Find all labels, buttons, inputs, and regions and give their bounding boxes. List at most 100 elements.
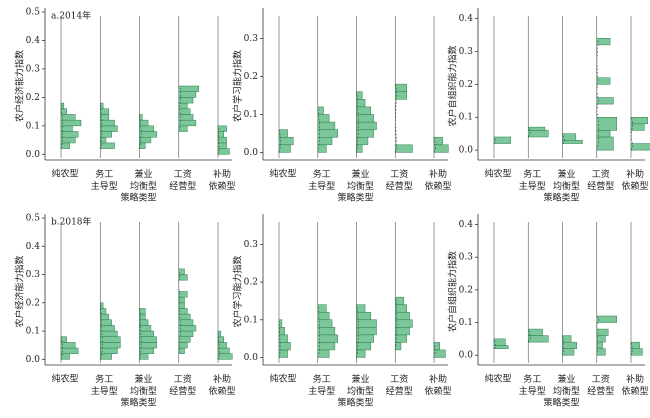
panel-label: a.2014年 (51, 10, 91, 22)
histogram-bar (596, 77, 611, 85)
histogram-bar (217, 148, 230, 155)
density-curve (596, 315, 600, 356)
histogram-bar (217, 353, 233, 360)
histogram-bar (317, 129, 338, 138)
y-tick-label: 0.0 (26, 150, 41, 160)
histogram-bar (178, 85, 199, 92)
histogram-bar (60, 102, 65, 110)
y-tick-label: 0.2 (459, 285, 473, 295)
histogram-bar (356, 319, 377, 328)
histogram-bar (317, 311, 330, 321)
y-axis-label: 农户自组织能力指数 (447, 45, 459, 126)
histogram-bar (395, 144, 413, 153)
x-tick-label: 补助依赖型 (621, 373, 648, 397)
y-tick-label: 0.2 (459, 80, 473, 90)
histogram-bar (100, 142, 115, 149)
y-tick-label: 0.0 (459, 351, 474, 361)
density-curve (433, 342, 436, 358)
histogram-bar (596, 97, 614, 105)
histogram-bar (100, 347, 118, 354)
y-tick-label: 0.0 (244, 353, 259, 363)
histogram-bar (493, 136, 511, 144)
y-tick-label: 0.3 (459, 47, 474, 57)
histogram-bar (596, 335, 606, 343)
histogram-bar (528, 328, 543, 336)
y-tick-label: 0.0 (26, 355, 41, 365)
histogram-bar (528, 126, 546, 131)
histogram-bar (356, 106, 372, 115)
histogram-bar (356, 136, 369, 146)
y-tick-label: 0.1 (459, 113, 473, 123)
x-tick-label: 工资经营型 (169, 169, 196, 192)
histogram-bar (630, 348, 643, 356)
histogram-bar (139, 319, 149, 326)
histogram-bar (433, 136, 443, 146)
histogram-bar (395, 327, 410, 336)
y-tick-label: 0.4 (26, 242, 41, 252)
histogram-bar (278, 342, 291, 351)
histogram-bar (139, 347, 155, 354)
x-tick-label: 工资经营型 (386, 169, 413, 192)
density-curve (278, 129, 281, 153)
density-curve (356, 304, 359, 358)
histogram-bar (278, 136, 294, 146)
x-tick-label: 兼业均衡型 (130, 373, 157, 397)
x-tick-label: 兼业均衡型 (553, 373, 580, 397)
x-axis-label: 策略类型 (120, 397, 156, 409)
histogram-bar (178, 268, 185, 275)
y-tick-label: 0.5 (26, 214, 41, 224)
histogram-bar (562, 335, 572, 343)
histogram-bar (356, 349, 366, 358)
x-tick-label: 务工主导型 (308, 168, 335, 192)
x-tick-label: 务工主导型 (91, 373, 118, 397)
x-tick-label: 补助依赖型 (424, 373, 451, 397)
histogram-bar (100, 131, 112, 138)
histogram-bar (395, 83, 407, 92)
x-axis-label: 策略类型 (543, 192, 579, 204)
histogram-bar (139, 131, 157, 138)
histogram-bar (100, 342, 121, 349)
y-tick-label: 0.1 (244, 315, 258, 325)
density-curve (562, 133, 565, 144)
x-axis-label: 策略类型 (120, 192, 156, 204)
histogram-bar (178, 119, 197, 127)
histogram-bar (433, 342, 440, 351)
histogram-bar (562, 341, 578, 349)
histogram-bar (317, 304, 327, 313)
histogram-bar (178, 313, 191, 321)
y-tick-label: 0.3 (26, 64, 41, 74)
y-tick-label: 0.2 (26, 93, 40, 103)
histogram-bar (178, 108, 191, 115)
histogram-bar (562, 140, 583, 144)
x-tick-label: 纯农型 (484, 373, 511, 385)
histogram-bar (60, 336, 67, 343)
histogram-bar (356, 311, 372, 321)
y-tick-label: 0.3 (459, 253, 474, 263)
histogram-bar (596, 130, 611, 138)
density-curve (317, 304, 321, 358)
histogram-bar (178, 296, 185, 304)
histogram-bar (60, 342, 76, 349)
histogram-bar (100, 325, 115, 332)
histogram-bar (178, 330, 194, 337)
histogram-bar (395, 304, 407, 313)
histogram-bar (278, 144, 291, 153)
x-tick-label: 纯农型 (484, 168, 511, 180)
histogram-bar (100, 313, 110, 321)
y-tick-label: 0.4 (459, 220, 474, 230)
histogram-bar (278, 319, 283, 328)
y-tick-label: 0.1 (244, 110, 258, 120)
histogram-bar (60, 136, 76, 144)
histogram-bar (217, 142, 227, 149)
x-tick-label: 工资经营型 (386, 374, 413, 397)
histogram-bar (596, 328, 609, 336)
histogram-bar (395, 334, 407, 343)
histogram-bar (356, 129, 374, 138)
histogram-bar (178, 102, 188, 110)
histogram-bar (562, 133, 577, 141)
histogram-bar (630, 116, 648, 125)
density-curve (278, 319, 281, 358)
